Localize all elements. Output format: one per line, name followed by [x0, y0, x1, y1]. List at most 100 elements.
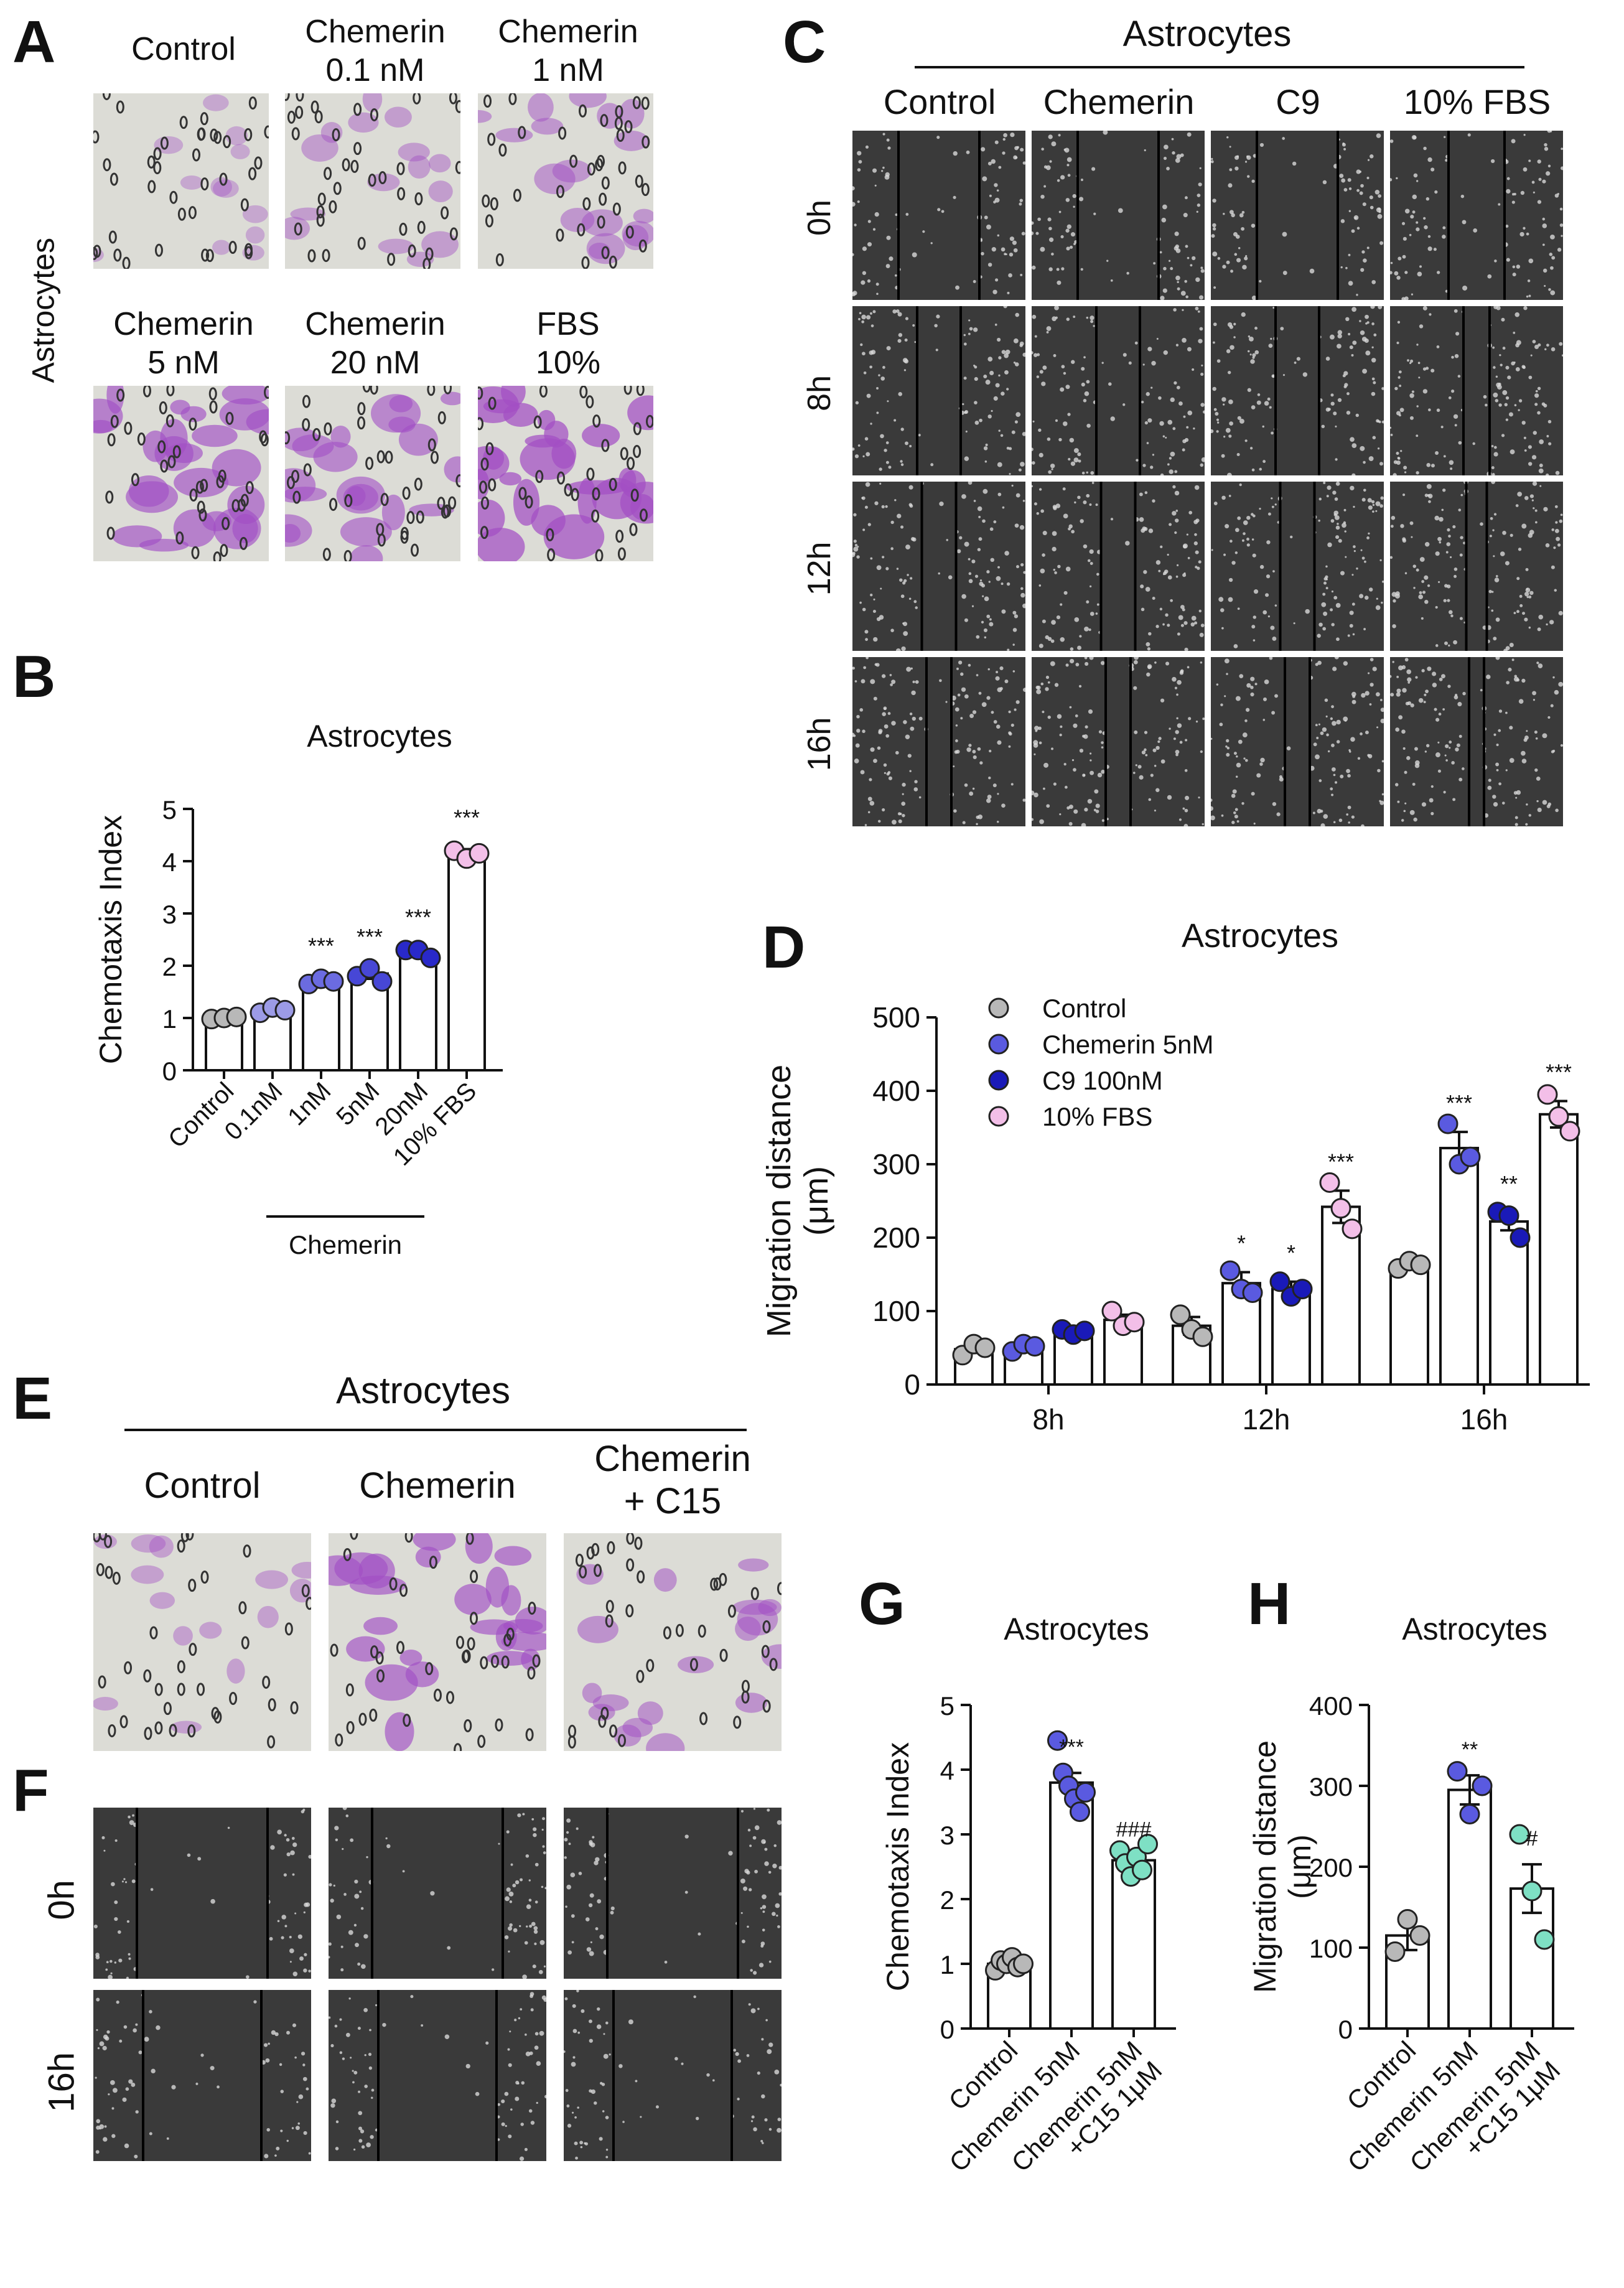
panel-c-scratch-image [852, 657, 1025, 826]
panel-c-column-label: Control [883, 82, 996, 121]
panel-c-scratch-image [1211, 657, 1384, 826]
panel-c-scratch-image [1390, 657, 1563, 826]
legend-label: C9 100nM [1042, 1066, 1163, 1095]
panel-c-scratch-image [1390, 131, 1563, 300]
panel-c-row-label: 0h [801, 199, 838, 236]
data-point [1074, 1320, 1095, 1342]
data-point [1509, 1824, 1530, 1845]
data-point [974, 1337, 996, 1358]
data-point [1437, 1113, 1458, 1134]
panel-a-micrograph [285, 386, 460, 561]
y-axis-label: Migration distance [760, 1065, 798, 1337]
panel-a-label-line2: 10% [535, 345, 601, 381]
significance-mark: *** [1446, 1090, 1472, 1116]
y-tick-label: 1 [162, 1004, 177, 1034]
panel-f-scratch-image [329, 1990, 546, 2161]
panel-c-scratch-image [852, 306, 1025, 475]
significance-mark: *** [1059, 1735, 1084, 1759]
panel-c-header: Astrocytes [1122, 14, 1292, 54]
data-point [1510, 1227, 1531, 1248]
data-point [1472, 1775, 1493, 1796]
data-point [1384, 1941, 1406, 1962]
legend-label: 10% FBS [1042, 1102, 1152, 1131]
data-point [1075, 1781, 1096, 1803]
panel-f-scratch-image [564, 1990, 782, 2161]
bar [447, 852, 486, 1072]
data-point [1397, 1909, 1418, 1930]
data-point [469, 843, 490, 864]
data-point [1242, 1282, 1263, 1303]
data-point [1342, 1218, 1363, 1240]
legend-marker [988, 1034, 1009, 1055]
x-tick-label: 16h [1460, 1403, 1508, 1436]
y-tick-label: 3 [162, 900, 177, 929]
y-tick-label: 0 [904, 1368, 920, 1401]
bar [1447, 1788, 1492, 2030]
y-tick-label: 2 [162, 952, 177, 981]
data-point [1410, 1254, 1431, 1276]
panel-c-scratch-image [1032, 482, 1205, 651]
panel-c-scratch-image [1211, 482, 1384, 651]
y-tick-label: 100 [1309, 1934, 1353, 1963]
panel-c-row-label: 8h [801, 375, 838, 411]
data-point [1330, 1198, 1351, 1219]
data-point [1192, 1326, 1213, 1347]
panel-a-label-line2: 5 nM [147, 345, 220, 381]
panel-a-label-line1: Chemerin [498, 14, 638, 50]
significance-mark: *** [1546, 1060, 1572, 1085]
panel-a-micrograph [478, 93, 653, 269]
y-axis-label: (μm) [1282, 1834, 1317, 1899]
y-tick-label: 100 [872, 1295, 920, 1327]
y-tick-label: 0 [162, 1057, 177, 1086]
legend-marker [988, 1106, 1009, 1127]
y-axis-label: Migration distance [1248, 1740, 1282, 1993]
panel-letter-h: H [1248, 1571, 1291, 1637]
panel-e-header: Astrocytes [335, 1370, 511, 1411]
data-point [1292, 1279, 1313, 1300]
panel-a-label-line1: Control [131, 31, 236, 67]
panel-a-label-line1: FBS [536, 306, 600, 342]
data-point [1537, 1084, 1558, 1105]
data-point [1137, 1834, 1158, 1855]
x-tick-label: 8h [1032, 1403, 1064, 1436]
data-point [1498, 1205, 1519, 1226]
data-point [359, 958, 380, 979]
y-axis-label: Chemotaxis Index [93, 815, 128, 1064]
panel-f-scratch-image [93, 1990, 311, 2161]
bar [1049, 1781, 1094, 2030]
significance-mark: *** [357, 924, 383, 950]
data-point [371, 971, 393, 992]
x-tick-label: 12h [1243, 1403, 1290, 1436]
panel-letter-c: C [783, 9, 826, 75]
panel-a-row-label: Astrocytes [26, 238, 61, 383]
panel-f-row-label: 0h [41, 1880, 82, 1920]
panel-a-label-line1: Chemerin [305, 14, 446, 50]
significance-mark: * [1237, 1230, 1246, 1256]
bar [399, 951, 437, 1072]
panel-c-scratch-image [1032, 657, 1205, 826]
panel-e-micrograph [329, 1533, 546, 1751]
x-tick-label: Control [163, 1077, 239, 1153]
y-axis-label: Chemotaxis Index [880, 1742, 915, 1991]
y-tick-label: 5 [162, 795, 177, 824]
y-tick-label: 3 [940, 1821, 954, 1850]
y-tick-label: 5 [940, 1691, 954, 1721]
panel-c-row-label: 12h [801, 541, 838, 596]
data-point [1220, 1260, 1241, 1281]
data-point [1269, 1271, 1290, 1292]
panel-c-scratch-image [852, 482, 1025, 651]
significance-mark: *** [308, 933, 334, 958]
panel-a-micrograph [285, 93, 460, 269]
panel-e-micrograph [564, 1533, 782, 1751]
data-point [1409, 1925, 1430, 1946]
legend-label: Control [1042, 994, 1126, 1023]
significance-mark: *** [405, 904, 431, 930]
panel-c-column-label: 10% FBS [1403, 82, 1551, 121]
panel-a-label-line2: 1 nM [532, 52, 604, 88]
bar [1389, 1263, 1429, 1386]
panel-a-label-line2: 0.1 nM [325, 52, 425, 88]
data-point [1047, 1730, 1068, 1751]
panel-e-column-label: + C15 [623, 1481, 722, 1521]
y-axis-label: (μm) [798, 1166, 835, 1236]
panel-letter-g: G [859, 1571, 905, 1637]
